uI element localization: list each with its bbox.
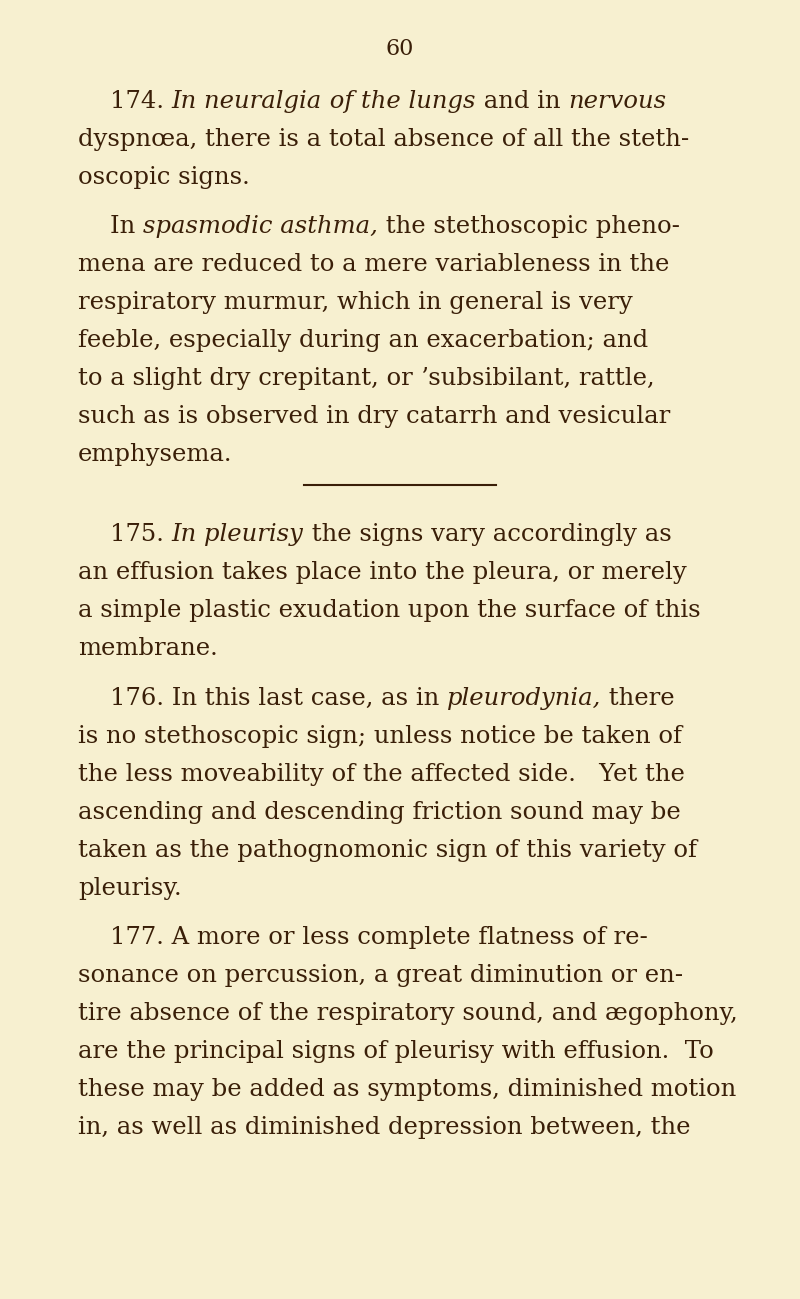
Text: membrane.: membrane. (78, 638, 218, 660)
Text: and in: and in (476, 90, 568, 113)
Text: the stethoscopic pheno-: the stethoscopic pheno- (378, 216, 680, 239)
Text: feeble, especially during an exacerbation; and: feeble, especially during an exacerbatio… (78, 330, 648, 352)
Text: are the principal signs of pleurisy with effusion.  To: are the principal signs of pleurisy with… (78, 1040, 714, 1063)
Text: these may be added as symptoms, diminished motion: these may be added as symptoms, diminish… (78, 1078, 736, 1102)
Text: 175.: 175. (110, 523, 172, 546)
Text: to a slight dry crepitant, or ʼsubsibilant, rattle,: to a slight dry crepitant, or ʼsubsibila… (78, 368, 654, 391)
Text: an effusion takes place into the pleura, or merely: an effusion takes place into the pleura,… (78, 561, 686, 585)
Text: In: In (110, 216, 143, 239)
Text: in, as well as diminished depression between, the: in, as well as diminished depression bet… (78, 1116, 690, 1139)
Text: mena are reduced to a mere variableness in the: mena are reduced to a mere variableness … (78, 253, 670, 277)
Text: sonance on percussion, a great diminution or en-: sonance on percussion, a great diminutio… (78, 964, 683, 987)
Text: ascending and descending friction sound may be: ascending and descending friction sound … (78, 800, 681, 824)
Text: of: of (322, 90, 361, 113)
Text: oscopic signs.: oscopic signs. (78, 166, 250, 188)
Text: nervous: nervous (568, 90, 666, 113)
Text: is no stethoscopic sign; unless notice be taken of: is no stethoscopic sign; unless notice b… (78, 725, 682, 748)
Text: dyspnœa, there is a total absence of all the steth-: dyspnœa, there is a total absence of all… (78, 129, 690, 151)
Text: In neuralgia: In neuralgia (172, 90, 322, 113)
Text: taken as the pathognomonic sign of this variety of: taken as the pathognomonic sign of this … (78, 839, 697, 861)
Text: the less moveability of the affected side.   Yet the: the less moveability of the affected sid… (78, 763, 685, 786)
Text: 176. In this last case, as in: 176. In this last case, as in (110, 687, 447, 709)
Text: the lungs: the lungs (361, 90, 476, 113)
Text: spasmodic asthma,: spasmodic asthma, (143, 216, 378, 239)
Text: such as is observed in dry catarrh and vesicular: such as is observed in dry catarrh and v… (78, 405, 670, 429)
Text: respiratory murmur, which in general is very: respiratory murmur, which in general is … (78, 291, 633, 314)
Text: pleurisy.: pleurisy. (78, 877, 182, 900)
Text: 60: 60 (386, 38, 414, 60)
Text: pleurodynia,: pleurodynia, (447, 687, 602, 709)
Text: 174.: 174. (110, 90, 172, 113)
Text: 177. A more or less complete flatness of re-: 177. A more or less complete flatness of… (110, 926, 648, 950)
Text: the signs vary accordingly as: the signs vary accordingly as (303, 523, 671, 546)
Text: emphysema.: emphysema. (78, 443, 233, 466)
Text: there: there (602, 687, 675, 709)
Text: In pleurisy: In pleurisy (172, 523, 303, 546)
Text: tire absence of the respiratory sound, and ægophony,: tire absence of the respiratory sound, a… (78, 1002, 738, 1025)
Text: a simple plastic exudation upon the surface of this: a simple plastic exudation upon the surf… (78, 599, 701, 622)
